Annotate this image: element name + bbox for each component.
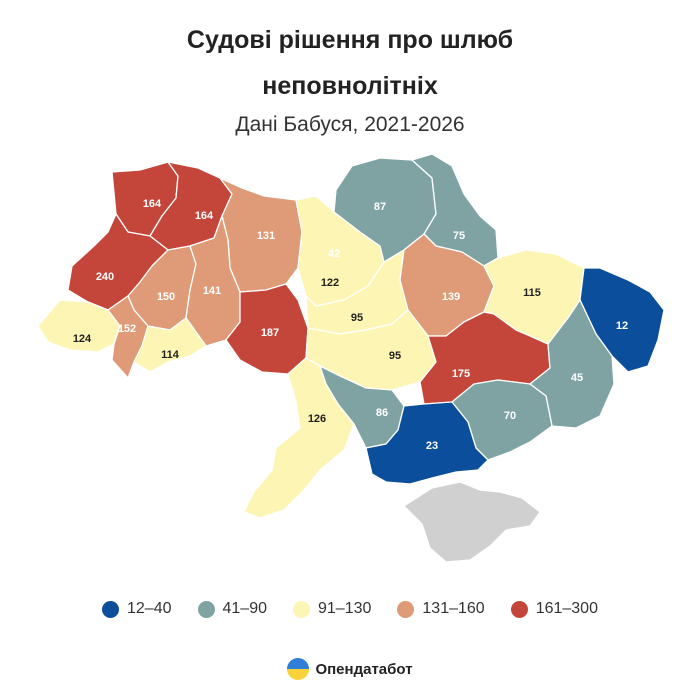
brand-logo-icon	[287, 658, 310, 680]
legend-swatch	[102, 600, 119, 618]
legend-swatch	[510, 600, 528, 618]
region-value-label: 95	[351, 312, 363, 324]
legend-swatch	[397, 600, 415, 618]
map-subtitle: Дані Бабуся, 2021-2026	[235, 113, 465, 136]
region-value-label: 12	[616, 320, 628, 332]
legend-item: 41–90	[197, 600, 268, 618]
map-title-line2: неповнолітніх	[262, 72, 438, 100]
legend-label: 161–300	[535, 600, 598, 617]
legend-item: 161–300	[510, 600, 598, 618]
region-value-label: 150	[157, 291, 175, 303]
map-title-line1: Судові рішення про шлюб	[186, 26, 514, 54]
region-zakarpattia	[37, 299, 121, 353]
region-value-label: 75	[453, 230, 465, 242]
region-value-label: 70	[504, 410, 516, 422]
legend-label: 131–160	[422, 600, 485, 617]
region-value-label: 45	[571, 372, 583, 384]
region-value-label: 124	[73, 333, 92, 345]
region-value-label: 152	[118, 323, 136, 335]
region-value-label: 175	[452, 368, 470, 380]
labels-layer: 164 164 131 42 122 87 75 240 150 141 124 152 114 187 9…	[73, 198, 628, 452]
region-value-label: 95	[389, 350, 401, 362]
region-crimea	[403, 481, 541, 563]
region-value-label: 42	[328, 248, 340, 260]
legend-label: 41–90	[222, 600, 268, 617]
region-value-label: 240	[96, 271, 114, 283]
brand-name: Опендатабот	[315, 660, 413, 678]
legend-swatch	[293, 600, 310, 618]
legend-item: 131–160	[397, 600, 485, 618]
region-value-label: 114	[161, 349, 180, 361]
legend-item: 91–130	[293, 600, 371, 618]
region-value-label: 87	[374, 201, 386, 213]
legend-label: 12–40	[127, 600, 172, 617]
region-value-label: 126	[308, 413, 326, 425]
legend-item: 12–40	[102, 600, 172, 618]
region-value-label: 164	[195, 210, 214, 222]
region-value-label: 115	[523, 287, 541, 299]
region-value-label: 122	[321, 277, 339, 289]
region-value-label: 139	[442, 291, 460, 303]
region-kherson	[365, 401, 489, 485]
brand-footer: Опендатабот	[0, 658, 700, 680]
region-value-label: 23	[426, 440, 438, 452]
legend-swatch	[197, 600, 215, 618]
region-chernivtsi	[133, 317, 207, 373]
region-value-label: 141	[203, 285, 221, 297]
regions-layer	[37, 153, 665, 563]
region-value-label: 86	[376, 407, 388, 419]
region-value-label: 187	[261, 327, 279, 339]
region-value-label: 164	[143, 198, 162, 210]
map-legend: 12–40 41–90 91–130 131–160 161–300	[0, 600, 700, 618]
legend-label: 91–130	[318, 600, 372, 617]
region-value-label: 131	[257, 230, 275, 242]
